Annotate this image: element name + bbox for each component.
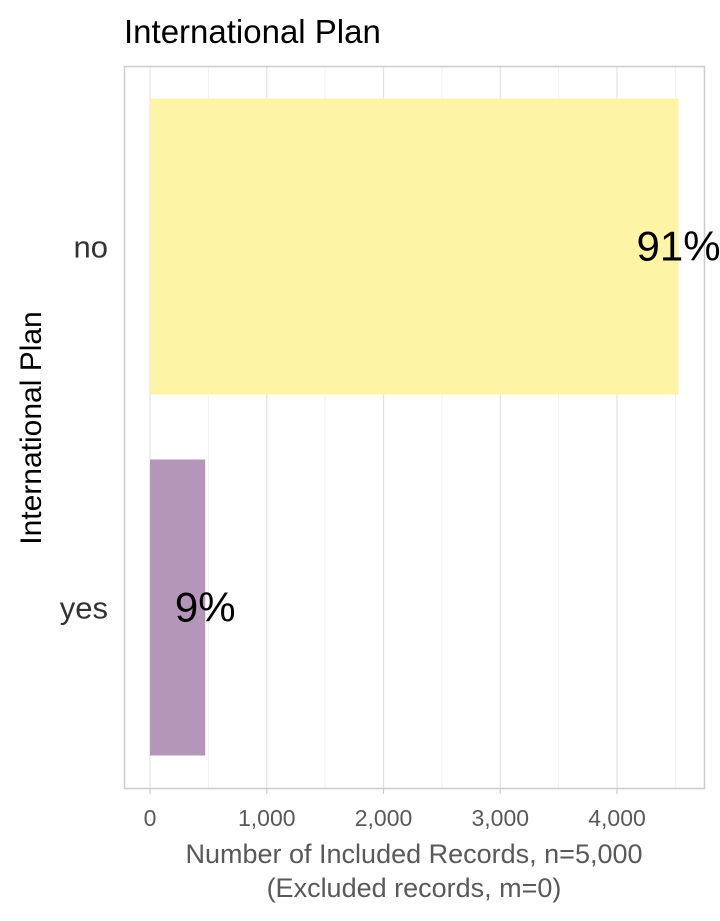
bar-yes <box>150 459 206 756</box>
chart-title: International Plan <box>124 13 381 50</box>
data-label-no: 91% <box>636 223 720 270</box>
data-label-yes: 9% <box>175 584 236 631</box>
y-tick-label-no: no <box>74 230 108 265</box>
y-axis-title: International Plan <box>15 311 48 545</box>
x-tick-label: 4,000 <box>588 805 646 831</box>
plot-panel-border <box>123 65 706 790</box>
x-axis-title-line1: Number of Included Records, n=5,000 <box>185 839 642 869</box>
x-tick-label: 0 <box>144 805 157 831</box>
bars <box>150 98 679 756</box>
x-axis-title-line2: (Excluded records, m=0) <box>267 873 562 903</box>
x-tick-labels: 0 1,000 2,000 3,000 4,000 <box>144 788 646 831</box>
x-tick-label: 2,000 <box>355 805 413 831</box>
bar-no <box>150 98 679 395</box>
y-tick-labels: no yes <box>60 230 108 626</box>
y-tick-label-yes: yes <box>60 591 108 626</box>
x-tick-label: 3,000 <box>471 805 529 831</box>
data-labels: 91% 9% <box>175 223 720 631</box>
x-tick-label: 1,000 <box>238 805 296 831</box>
